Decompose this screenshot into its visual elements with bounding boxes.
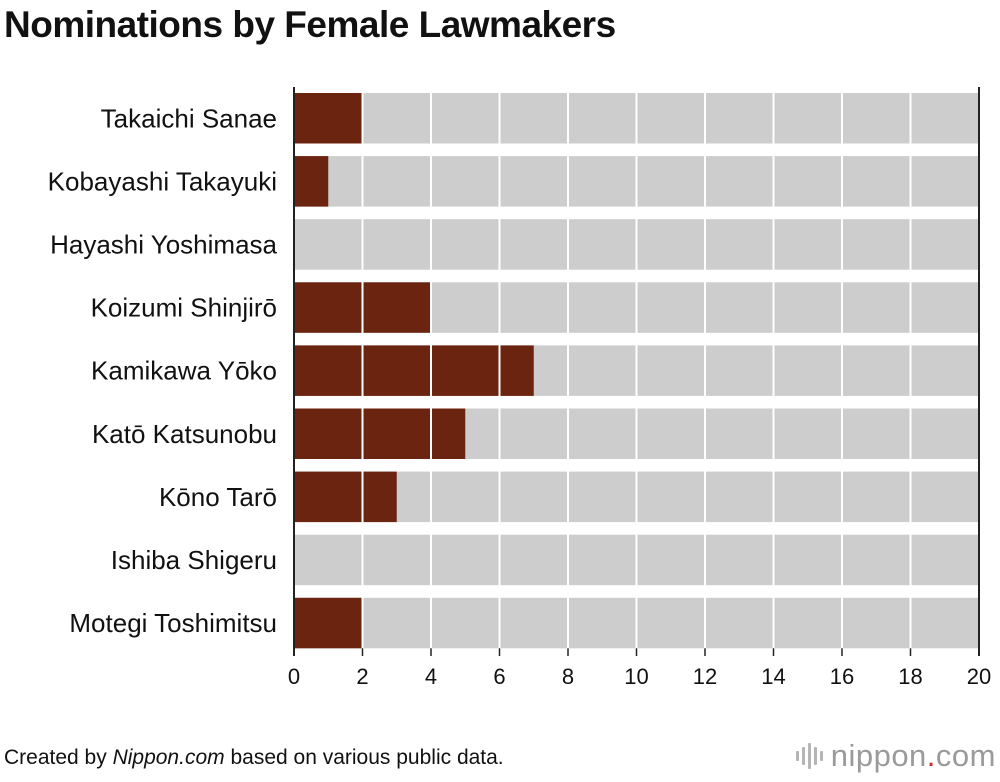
category-label: Koizumi Shinjirō <box>91 293 277 323</box>
x-tick-label: 8 <box>562 664 574 689</box>
chart-title: Nominations by Female Lawmakers <box>4 4 616 45</box>
x-tick-label: 20 <box>967 664 991 689</box>
source-note: Created by Nippon.com based on various p… <box>4 746 504 770</box>
source-prefix: Created by <box>4 746 113 769</box>
category-label: Motegi Toshimitsu <box>69 608 277 638</box>
bar <box>294 156 329 207</box>
gridlines <box>361 93 912 649</box>
x-tick-label: 0 <box>288 664 300 689</box>
bar <box>294 597 363 649</box>
axes <box>293 87 980 656</box>
source-suffix: based on various public data. <box>224 746 504 769</box>
x-tick-label: 12 <box>693 664 717 689</box>
x-tick-label: 6 <box>493 664 505 689</box>
category-label: Takaichi Sanae <box>101 103 277 133</box>
category-label: Kobayashi Takayuki <box>48 166 277 196</box>
bar <box>294 93 363 144</box>
category-label: Hayashi Yoshimasa <box>50 229 277 259</box>
logo-tld: com <box>935 738 996 773</box>
x-tick-label: 16 <box>830 664 854 689</box>
category-label: Ishiba Shigeru <box>111 545 277 575</box>
x-tick-labels: 0 2 4 6 8 10 12 14 16 18 20 <box>288 664 991 689</box>
category-label: Kōno Tarō <box>159 482 277 512</box>
source-name: Nippon.com <box>112 746 225 769</box>
x-tick-label: 18 <box>898 664 922 689</box>
logo-wordmark: nippon.com <box>831 738 996 774</box>
logo-dot: . <box>926 738 936 773</box>
nippon-logo: nippon.com <box>795 738 996 774</box>
bar <box>294 471 397 523</box>
x-tick-label: 14 <box>761 664 785 689</box>
category-label: Katō Katsunobu <box>92 419 277 449</box>
category-label: Kamikawa Yōko <box>91 356 277 386</box>
logo-name: nippon <box>830 738 927 773</box>
bar <box>294 345 534 396</box>
x-tick-label: 4 <box>425 664 437 689</box>
category-labels: Takaichi Sanae Kobayashi Takayuki Hayashi … <box>48 103 278 638</box>
logo-bars-icon <box>795 741 823 771</box>
x-tick-label: 2 <box>356 664 368 689</box>
bar <box>294 408 466 459</box>
x-tick-label: 10 <box>624 664 648 689</box>
